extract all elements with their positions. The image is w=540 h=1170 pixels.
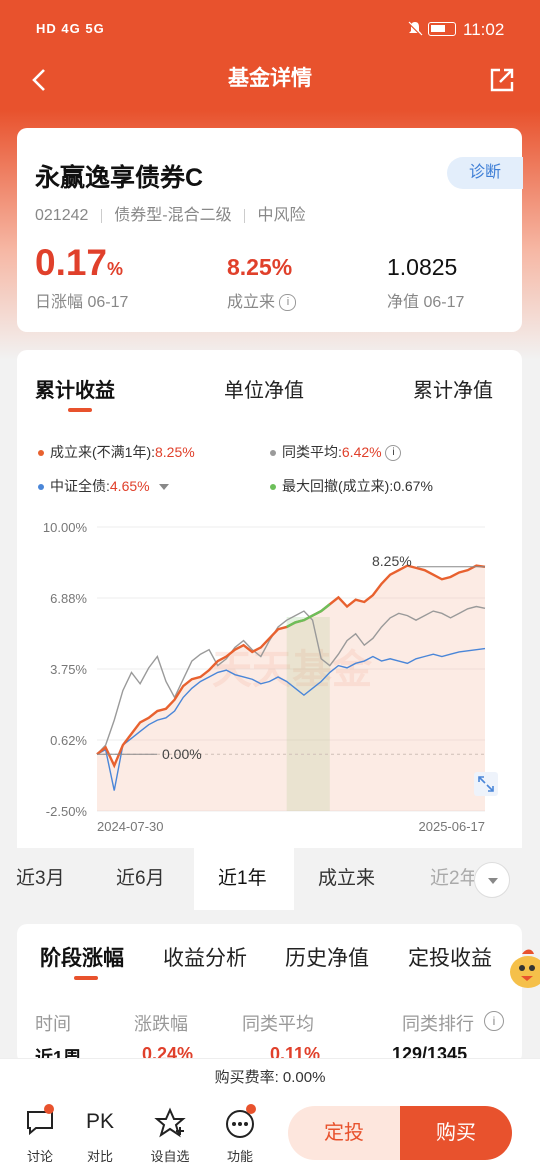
- tab-sip-return[interactable]: 定投收益: [408, 947, 492, 970]
- series-fund-area: [97, 565, 485, 811]
- y-tick-label: -2.50%: [46, 804, 88, 819]
- y-tick-label: 3.75%: [50, 662, 87, 677]
- info-icon[interactable]: i: [385, 445, 402, 462]
- nav-value: 1.0825: [387, 254, 458, 280]
- drawdown-area: [286, 617, 330, 811]
- tab-unit-nav[interactable]: 单位净值: [224, 380, 304, 402]
- fund-code: 021242: [35, 207, 89, 224]
- since-inception-label: 成立来 i: [227, 288, 297, 312]
- compare-button[interactable]: PK 对比: [80, 1104, 120, 1166]
- daily-change-label: 日涨幅 06-17: [35, 294, 129, 311]
- more-functions-button[interactable]: 功能: [220, 1104, 260, 1166]
- period-1y[interactable]: 近1年: [218, 868, 267, 889]
- period-2y[interactable]: 近2年: [430, 868, 474, 889]
- buy-button[interactable]: 购买: [400, 1106, 512, 1160]
- y-tick-label: 10.00%: [43, 520, 88, 535]
- legend-fund: 成立来(不满1年):8.25%: [38, 442, 195, 462]
- y-tick-label: 0.62%: [50, 733, 87, 748]
- expand-icon[interactable]: [474, 772, 498, 796]
- nav-label: 净值 06-17: [387, 294, 465, 311]
- row-peer-avg: 0.11%: [270, 1044, 321, 1058]
- page-title: 基金详情: [228, 67, 312, 90]
- purchase-fee: 购买费率: 0.00%: [214, 1069, 326, 1086]
- chat-icon: [27, 1111, 53, 1136]
- table-row[interactable]: 近1周 0.24% 0.11% 129/1345: [0, 1044, 540, 1058]
- info-icon[interactable]: i: [279, 294, 297, 312]
- row-change: 0.24%: [142, 1044, 194, 1058]
- watchlist-button[interactable]: 设自选: [146, 1104, 194, 1166]
- chevron-down-icon[interactable]: [159, 484, 170, 491]
- series-peer-line: [96, 605, 486, 755]
- col-peer-avg: 同类平均: [242, 1014, 314, 1034]
- performance-card: [17, 924, 522, 1064]
- pk-icon: PK: [85, 1110, 114, 1133]
- series-index-line: [96, 647, 486, 791]
- period-3m[interactable]: 近3月: [16, 868, 65, 889]
- period-6m[interactable]: 近6月: [116, 868, 165, 889]
- row-period: 近1周: [35, 1048, 82, 1058]
- tab-return-analysis[interactable]: 收益分析: [163, 947, 247, 970]
- battery-icon: [428, 22, 456, 36]
- fund-meta: 021242 债券型-混合二级 中风险: [35, 201, 306, 225]
- since-inception-value: 8.25%: [227, 254, 293, 280]
- tab-indicator: [68, 408, 92, 412]
- fund-category: 债券型-混合二级: [114, 207, 232, 224]
- col-time: 时间: [35, 1014, 71, 1034]
- annotation-start: 0.00%: [162, 746, 202, 762]
- notification-dot: [246, 1104, 256, 1114]
- period-inception[interactable]: 成立来: [318, 868, 376, 889]
- fund-info-card: 永赢逸享债券C 诊断 021242 债券型-混合二级 中风险 0.17% 日涨幅…: [17, 128, 523, 332]
- annotation-end: 8.25%: [372, 553, 412, 569]
- return-chart: 10.00%6.88%3.75%0.62%-2.50%天天基金8.25%0.00…: [43, 520, 486, 834]
- more-icon: [226, 1110, 254, 1138]
- mute-icon: [406, 20, 424, 38]
- diagnose-button[interactable]: 诊断: [447, 157, 523, 189]
- x-tick-start: 2024-07-30: [97, 819, 164, 834]
- col-change: 涨跌幅: [134, 1014, 188, 1034]
- y-tick-label: 6.88%: [50, 591, 87, 606]
- status-bar: HD 4G 5G 11:02: [0, 0, 540, 60]
- period-more-button[interactable]: [474, 862, 510, 898]
- daily-change-value: 0.17%: [35, 242, 124, 283]
- legend-index[interactable]: 中证全债:4.65%: [38, 476, 170, 496]
- fund-risk: 中风险: [257, 207, 306, 224]
- legend-peer: 同类平均:6.42% i: [270, 442, 402, 462]
- info-icon[interactable]: i: [484, 1011, 504, 1031]
- chevron-down-icon: [488, 878, 498, 884]
- tab-cumulative-nav[interactable]: 累计净值: [413, 380, 493, 402]
- x-tick-end: 2025-06-17: [419, 819, 486, 834]
- chart-card: [17, 350, 522, 910]
- drawdown-line: [286, 603, 331, 629]
- clock: 11:02: [463, 20, 505, 39]
- col-rank: 同类排行: [402, 1014, 474, 1034]
- star-icon: [154, 1107, 186, 1138]
- fee-bar: 购买费率: 0.00%: [0, 1058, 540, 1099]
- row-rank: 129/1345: [392, 1044, 468, 1058]
- signal-indicators: HD 4G 5G: [36, 21, 105, 36]
- tab-cumulative-return[interactable]: 累计收益: [35, 380, 115, 402]
- tab-history-nav[interactable]: 历史净值: [285, 947, 369, 970]
- mascot-icon[interactable]: [506, 946, 540, 998]
- sip-button[interactable]: 定投: [288, 1106, 400, 1160]
- section-tab-indicator: [74, 976, 98, 980]
- back-icon[interactable]: [28, 66, 52, 94]
- fund-name: 永赢逸享债券C: [35, 164, 204, 192]
- share-icon[interactable]: [488, 66, 516, 94]
- period-selected-bg: [194, 848, 294, 910]
- legend-drawdown: 最大回撤(成立来):0.67%: [270, 476, 433, 496]
- discuss-button[interactable]: 讨论: [20, 1104, 60, 1166]
- tab-stage-return[interactable]: 阶段涨幅: [40, 947, 124, 970]
- notification-dot: [44, 1104, 54, 1114]
